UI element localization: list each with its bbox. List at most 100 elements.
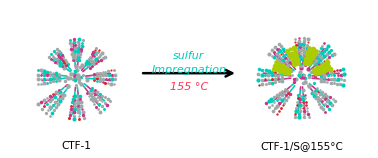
Point [322,111,328,113]
Point [85,58,91,60]
Point [269,74,275,76]
Point [94,100,101,103]
Point [79,111,85,113]
Point [68,44,74,47]
Point [271,101,277,103]
Point [54,98,60,100]
Point [313,89,319,91]
Point [44,103,50,105]
Point [76,111,82,114]
Point [72,98,78,101]
Point [75,108,81,111]
Point [327,96,333,99]
Point [324,94,330,97]
Point [311,90,317,93]
Point [56,56,62,58]
Point [75,73,81,76]
Point [311,68,317,71]
Point [326,51,332,53]
Point [94,72,100,74]
Point [111,69,117,71]
Point [304,54,310,57]
Point [102,70,108,73]
Point [296,37,302,40]
Text: Impregnation: Impregnation [152,65,226,76]
Point [337,83,343,86]
Point [82,62,88,65]
Point [272,107,278,109]
Point [288,60,294,63]
Point [293,54,299,57]
Point [98,58,104,61]
Point [276,102,282,104]
Point [278,67,284,70]
Point [57,95,63,98]
Point [319,45,325,47]
Point [285,70,291,73]
Point [307,71,313,73]
Point [323,69,329,71]
Point [281,63,287,66]
Point [92,98,98,100]
Point [77,56,83,58]
Point [331,52,337,55]
Point [75,44,81,46]
Point [318,79,324,82]
Point [321,63,327,65]
Point [84,63,90,66]
Point [86,90,92,93]
Point [279,77,285,80]
Point [297,58,304,60]
Point [78,101,84,104]
Point [325,64,332,67]
Point [313,59,319,62]
Text: 155 °C: 155 °C [170,82,208,92]
Point [337,69,343,71]
Point [56,79,62,82]
Point [304,46,310,49]
Point [274,99,280,101]
Point [53,52,59,55]
Point [316,50,322,52]
Point [331,70,337,72]
Point [287,48,293,51]
Point [280,65,286,67]
Point [71,41,77,44]
Point [301,43,307,46]
Point [334,69,340,72]
Point [316,71,322,73]
Point [259,68,265,71]
Point [100,77,106,80]
Point [304,58,310,60]
Point [301,37,307,40]
Point [56,50,62,52]
Point [43,74,50,76]
Point [52,95,58,98]
Point [318,72,324,75]
Point [97,71,103,74]
Point [109,78,115,81]
Point [281,97,287,99]
Point [93,58,99,60]
Point [276,50,282,52]
Point [59,54,65,56]
Point [112,73,118,76]
Point [338,78,344,81]
Point [305,68,311,70]
Point [77,66,84,69]
Point [91,89,98,91]
Point [297,104,303,106]
Point [275,74,281,77]
Point [314,65,320,67]
Point [323,47,329,50]
Point [288,74,294,76]
Point [97,93,103,95]
Point [295,97,301,100]
Point [71,38,77,41]
Point [302,61,308,64]
Point [77,82,84,85]
Point [50,74,56,77]
Point [296,73,302,76]
Point [273,45,279,48]
Point [74,75,80,77]
